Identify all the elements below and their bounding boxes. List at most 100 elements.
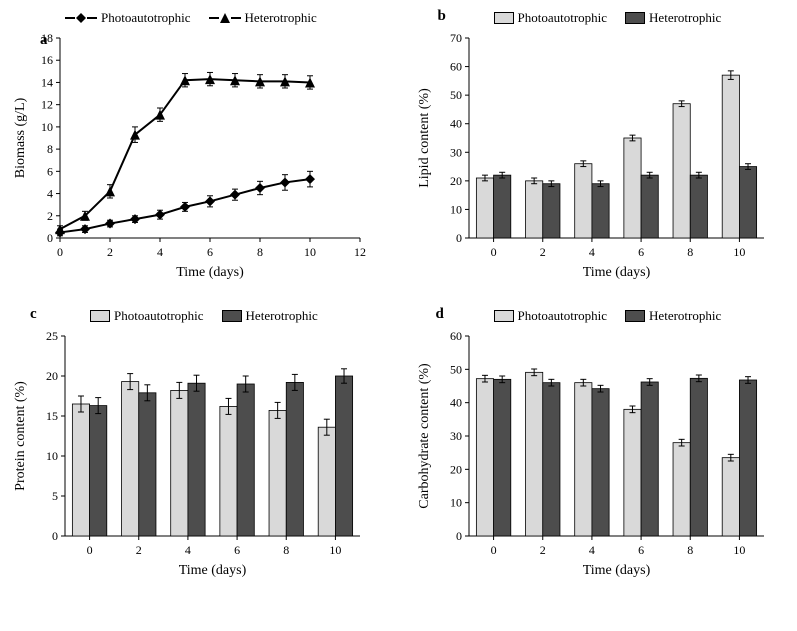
- diamond-icon: [65, 13, 97, 23]
- legend-label: Heterotrophic: [246, 308, 318, 324]
- svg-text:10: 10: [733, 245, 745, 259]
- legend-label: Heterotrophic: [649, 10, 721, 26]
- svg-text:70: 70: [450, 31, 462, 45]
- svg-text:30: 30: [450, 145, 462, 159]
- svg-text:10: 10: [41, 120, 53, 134]
- svg-text:60: 60: [450, 60, 462, 74]
- svg-text:0: 0: [490, 245, 496, 259]
- legend-label: Photoautotrophic: [518, 308, 608, 324]
- panel-letter-d: d: [436, 306, 444, 323]
- panel-d: d Photoautotrophic Heterotrophic 0102030…: [414, 308, 788, 586]
- chart-d: 0102030405060Carbohydrate content (%)Tim…: [414, 326, 779, 586]
- svg-text:12: 12: [41, 98, 53, 112]
- svg-text:20: 20: [46, 369, 58, 383]
- svg-text:16: 16: [41, 53, 53, 67]
- svg-text:2: 2: [539, 245, 545, 259]
- legend-item-photo: Photoautotrophic: [90, 308, 204, 324]
- panel-a: Photoautotrophic Heterotrophic a 0 2 4 6 8 10…: [10, 10, 384, 288]
- svg-text:4: 4: [47, 187, 53, 201]
- legend-item-photo: Photoautotrophic: [494, 10, 608, 26]
- svg-text:8: 8: [283, 543, 289, 557]
- svg-text:50: 50: [450, 88, 462, 102]
- swatch-icon: [625, 12, 645, 24]
- panel-b: b Photoautotrophic Heterotrophic 0102030…: [414, 10, 788, 288]
- svg-text:0: 0: [57, 245, 63, 259]
- svg-text:10: 10: [733, 543, 745, 557]
- svg-text:30: 30: [450, 429, 462, 443]
- svg-text:2: 2: [136, 543, 142, 557]
- swatch-icon: [494, 310, 514, 322]
- svg-text:8: 8: [687, 245, 693, 259]
- svg-text:0: 0: [52, 529, 58, 543]
- svg-text:6: 6: [638, 543, 644, 557]
- panel-letter-b: b: [438, 8, 446, 25]
- svg-text:Time (days): Time (days): [176, 265, 244, 280]
- svg-text:40: 40: [450, 117, 462, 131]
- svg-text:25: 25: [46, 329, 58, 343]
- swatch-icon: [222, 310, 242, 322]
- svg-text:0: 0: [456, 231, 462, 245]
- panel-letter-c: c: [30, 306, 37, 323]
- svg-text:8: 8: [687, 543, 693, 557]
- svg-text:50: 50: [450, 362, 462, 376]
- svg-text:Time (days): Time (days): [582, 265, 650, 280]
- legend-label: Photoautotrophic: [518, 10, 608, 26]
- svg-text:10: 10: [304, 245, 316, 259]
- svg-text:6: 6: [234, 543, 240, 557]
- legend-item-hetero: Heterotrophic: [625, 10, 721, 26]
- legend-item-photo: Photoautotrophic: [494, 308, 608, 324]
- svg-text:6: 6: [47, 164, 53, 178]
- legend-item-photo: Photoautotrophic: [65, 10, 191, 26]
- panel-c-legend: Photoautotrophic Heterotrophic: [90, 308, 384, 324]
- svg-text:2: 2: [47, 209, 53, 223]
- panel-d-legend: Photoautotrophic Heterotrophic: [494, 308, 788, 324]
- svg-text:4: 4: [588, 245, 594, 259]
- legend-item-hetero: Heterotrophic: [209, 10, 317, 26]
- svg-text:Biomass (g/L): Biomass (g/L): [13, 97, 28, 178]
- svg-text:6: 6: [638, 245, 644, 259]
- panel-letter-a: a: [40, 32, 48, 49]
- svg-text:0: 0: [490, 543, 496, 557]
- svg-text:5: 5: [52, 489, 58, 503]
- svg-text:Carbohydrate content (%): Carbohydrate content (%): [417, 363, 432, 509]
- svg-text:4: 4: [185, 543, 191, 557]
- svg-text:10: 10: [329, 543, 341, 557]
- svg-text:4: 4: [588, 543, 594, 557]
- swatch-icon: [494, 12, 514, 24]
- svg-text:20: 20: [450, 462, 462, 476]
- chart-a: 024681012141618Biomass (g/L)Time (days)0…: [10, 28, 375, 288]
- panel-c: c Photoautotrophic Heterotrophic 0 5 10 15 2…: [10, 308, 384, 586]
- svg-text:15: 15: [46, 409, 58, 423]
- chart-c: 0510152025Protein content (%)Time (days)…: [10, 326, 375, 586]
- legend-label: Heterotrophic: [245, 10, 317, 26]
- svg-text:14: 14: [41, 75, 53, 89]
- svg-text:Time (days): Time (days): [179, 563, 247, 578]
- svg-text:2: 2: [107, 245, 113, 259]
- svg-text:0: 0: [87, 543, 93, 557]
- panel-a-legend: Photoautotrophic Heterotrophic: [65, 10, 384, 26]
- svg-text:2: 2: [539, 543, 545, 557]
- svg-text:0: 0: [456, 529, 462, 543]
- legend-item-hetero: Heterotrophic: [222, 308, 318, 324]
- svg-text:6: 6: [207, 245, 213, 259]
- legend-label: Photoautotrophic: [101, 10, 191, 26]
- panel-b-legend: Photoautotrophic Heterotrophic: [494, 10, 788, 26]
- svg-text:8: 8: [47, 142, 53, 156]
- svg-text:20: 20: [450, 174, 462, 188]
- chart-grid: Photoautotrophic Heterotrophic a 0 2 4 6 8 10…: [10, 10, 787, 586]
- svg-text:40: 40: [450, 396, 462, 410]
- svg-text:10: 10: [450, 202, 462, 216]
- legend-item-hetero: Heterotrophic: [625, 308, 721, 324]
- svg-text:Lipid content (%): Lipid content (%): [417, 88, 432, 188]
- svg-text:60: 60: [450, 329, 462, 343]
- triangle-icon: [209, 13, 241, 23]
- svg-text:0: 0: [47, 231, 53, 245]
- chart-b: 010203040506070Lipid content (%)Time (da…: [414, 28, 779, 288]
- svg-text:4: 4: [157, 245, 163, 259]
- svg-text:10: 10: [46, 449, 58, 463]
- svg-text:8: 8: [257, 245, 263, 259]
- legend-label: Photoautotrophic: [114, 308, 204, 324]
- svg-text:12: 12: [354, 245, 366, 259]
- svg-text:Time (days): Time (days): [582, 563, 650, 578]
- swatch-icon: [90, 310, 110, 322]
